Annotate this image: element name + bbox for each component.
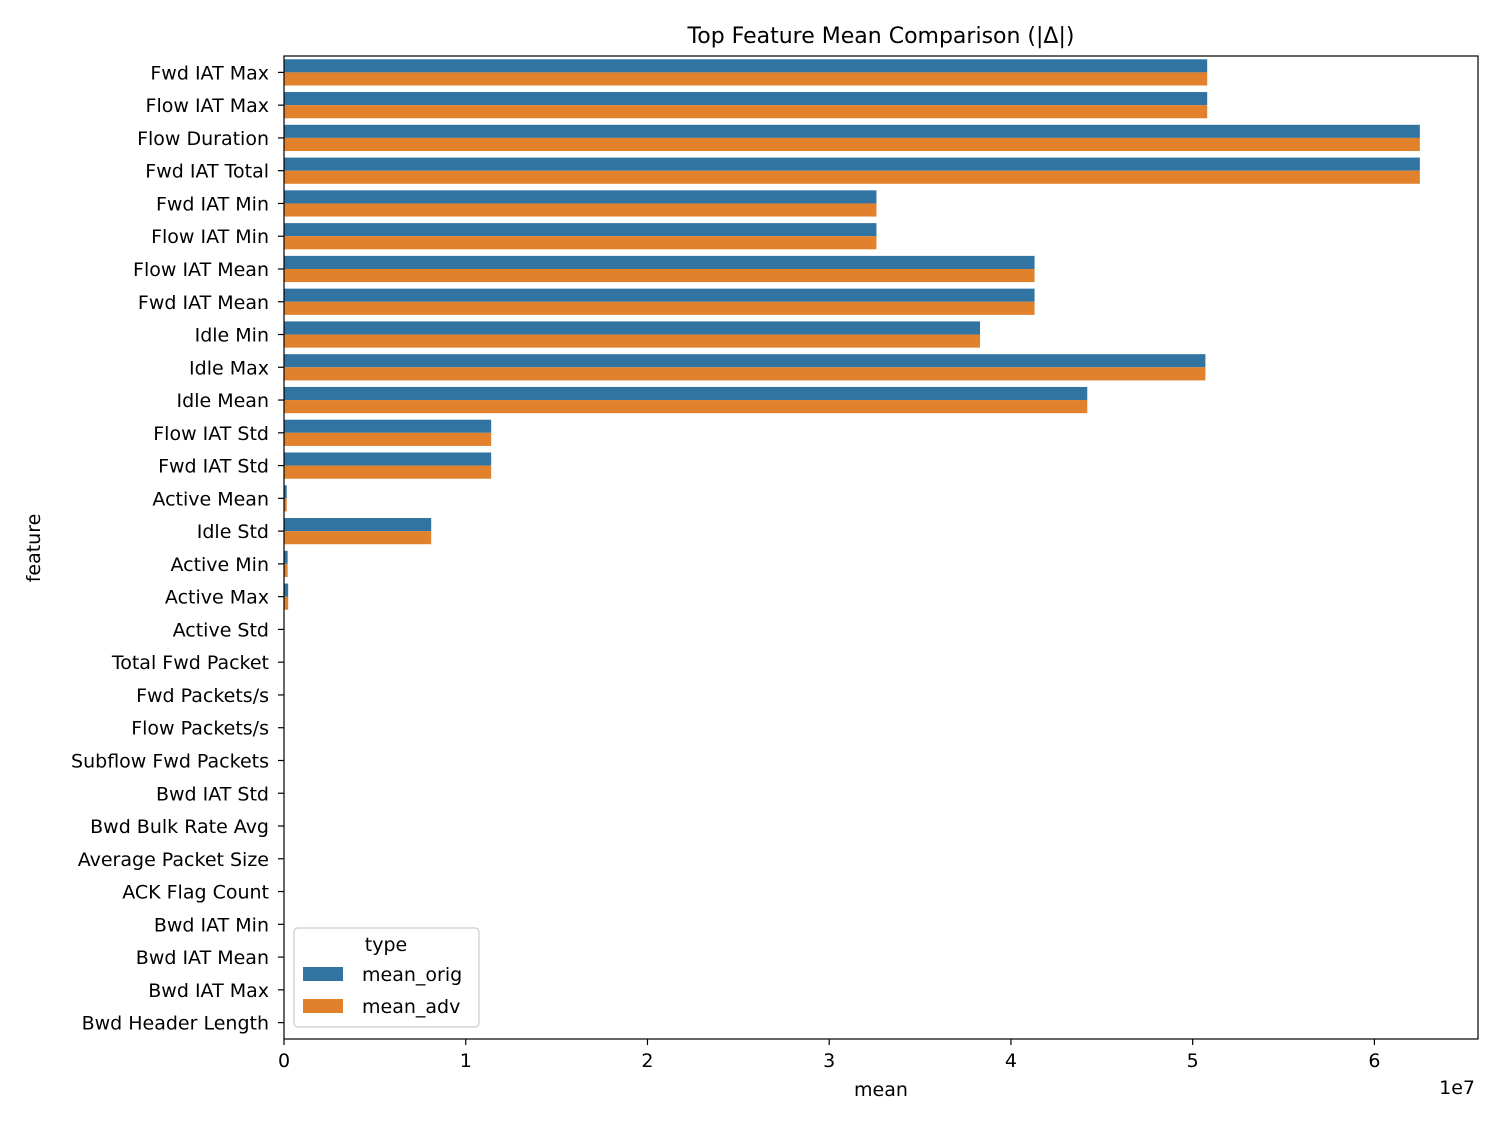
y-tick-label: Idle Min — [195, 325, 269, 347]
x-tick-label: 4 — [1005, 1050, 1017, 1072]
bar-idle-std-mean-orig — [284, 518, 432, 532]
bars — [284, 59, 1420, 643]
y-tick-label: Bwd IAT Std — [156, 783, 269, 805]
y-tick-label: Total Fwd Packet — [111, 652, 269, 674]
x-axis-ticks: 0 1 2 3 4 5 6 — [278, 1039, 1380, 1072]
y-tick-label: Fwd IAT Std — [158, 456, 269, 478]
chart-title: Top Feature Mean Comparison (|Δ|) — [687, 24, 1075, 49]
bar-idle-min-mean-adv — [284, 334, 981, 348]
bar-flow-iat-max-mean-adv — [284, 105, 1208, 119]
x-tick-label: 0 — [278, 1050, 290, 1072]
y-tick-label: Bwd IAT Mean — [136, 947, 269, 969]
bar-idle-mean-mean-orig — [284, 386, 1088, 401]
bar-active-min-mean-orig — [284, 550, 288, 564]
bar-fwd-iat-std-mean-adv — [284, 465, 492, 479]
y-tick-label: Active Mean — [152, 488, 269, 510]
bar-flow-iat-std-mean-adv — [284, 432, 492, 446]
y-tick-label: Average Packet Size — [78, 849, 269, 871]
bar-fwd-iat-std-mean-orig — [284, 452, 492, 466]
plot-area — [283, 55, 1479, 1040]
y-tick-label: Fwd IAT Max — [150, 62, 269, 84]
y-tick-label: ACK Flag Count — [122, 882, 269, 904]
y-tick-label: Fwd IAT Min — [156, 193, 269, 215]
y-tick-label: Flow IAT Std — [153, 423, 269, 445]
bar-flow-iat-mean-mean-orig — [284, 255, 1035, 269]
y-tick-label: Bwd Bulk Rate Avg — [90, 816, 269, 838]
bar-idle-max-mean-orig — [284, 354, 1206, 368]
bar-idle-mean-mean-adv — [284, 400, 1088, 414]
bar-idle-min-mean-orig — [284, 321, 981, 335]
y-tick-label: Active Std — [173, 619, 269, 641]
y-tick-label: Fwd IAT Total — [145, 161, 269, 183]
x-tick-label: 5 — [1187, 1050, 1199, 1072]
y-tick-label: Subflow Fwd Packets — [71, 750, 269, 772]
x-tick-label: 3 — [823, 1050, 835, 1072]
y-tick-label: Fwd IAT Mean — [138, 292, 269, 314]
y-tick-label: Bwd IAT Min — [154, 914, 269, 936]
legend-label-mean-orig: mean_orig — [362, 964, 462, 986]
y-tick-label: Idle Max — [189, 357, 269, 379]
y-tick-label: Active Max — [165, 587, 269, 609]
bar-fwd-iat-min-mean-adv — [284, 203, 877, 217]
x-tick-label: 2 — [641, 1050, 653, 1072]
y-axis-ticks: Fwd IAT Max Flow IAT Max Flow Duration Fwd … — [71, 62, 284, 1035]
bar-flow-iat-min-mean-adv — [284, 236, 877, 250]
bar-fwd-iat-min-mean-orig — [284, 190, 877, 204]
bar-flow-iat-std-mean-orig — [284, 419, 492, 433]
legend-label-mean-adv: mean_adv — [362, 996, 460, 1018]
bar-idle-max-mean-adv — [284, 367, 1206, 381]
plot-frame — [283, 55, 1479, 1040]
x-tick-label: 1 — [460, 1050, 472, 1072]
bar-active-mean-mean-orig — [284, 485, 287, 499]
bar-active-max-mean-adv — [284, 596, 289, 610]
bar-fwd-iat-max-mean-adv — [284, 72, 1208, 86]
bar-active-max-mean-orig — [284, 583, 289, 597]
legend-title: type — [365, 934, 407, 956]
y-tick-label: Bwd IAT Max — [148, 980, 269, 1002]
y-tick-label: Flow IAT Max — [146, 95, 269, 117]
y-axis-label: feature — [23, 514, 45, 583]
y-tick-label: Flow Duration — [137, 128, 269, 150]
bar-fwd-iat-max-mean-orig — [284, 59, 1208, 73]
x-axis-scale-label: 1e7 — [1439, 1077, 1475, 1099]
legend: type mean_orig mean_adv — [293, 927, 480, 1028]
y-tick-label: Bwd Header Length — [82, 1013, 269, 1035]
bar-idle-std-mean-adv — [284, 531, 432, 545]
y-tick-label: Idle Mean — [177, 390, 269, 412]
bar-active-min-mean-adv — [284, 563, 288, 577]
y-tick-label: Active Min — [170, 554, 269, 576]
y-tick-label: Flow Packets/s — [131, 718, 269, 740]
bar-active-mean-mean-adv — [284, 498, 287, 512]
bar-flow-iat-mean-mean-adv — [284, 268, 1035, 283]
y-tick-label: Fwd Packets/s — [136, 685, 269, 707]
y-tick-label: Flow IAT Min — [151, 226, 269, 248]
y-tick-label: Idle Std — [197, 521, 269, 543]
x-axis-label: mean — [854, 1079, 908, 1101]
y-tick-label: Flow IAT Mean — [133, 259, 269, 281]
bar-fwd-iat-mean-mean-adv — [284, 301, 1035, 315]
bar-flow-duration-mean-adv — [284, 137, 1420, 152]
bar-fwd-iat-total-mean-orig — [284, 157, 1420, 171]
bar-flow-iat-max-mean-orig — [284, 92, 1208, 106]
legend-swatch-mean-adv — [303, 999, 343, 1013]
bar-fwd-iat-total-mean-adv — [284, 170, 1420, 184]
bar-flow-iat-min-mean-orig — [284, 223, 877, 237]
bar-fwd-iat-mean-mean-orig — [284, 288, 1035, 302]
legend-swatch-mean-orig — [303, 967, 343, 981]
bar-flow-duration-mean-orig — [284, 124, 1420, 138]
x-tick-label: 6 — [1368, 1050, 1380, 1072]
